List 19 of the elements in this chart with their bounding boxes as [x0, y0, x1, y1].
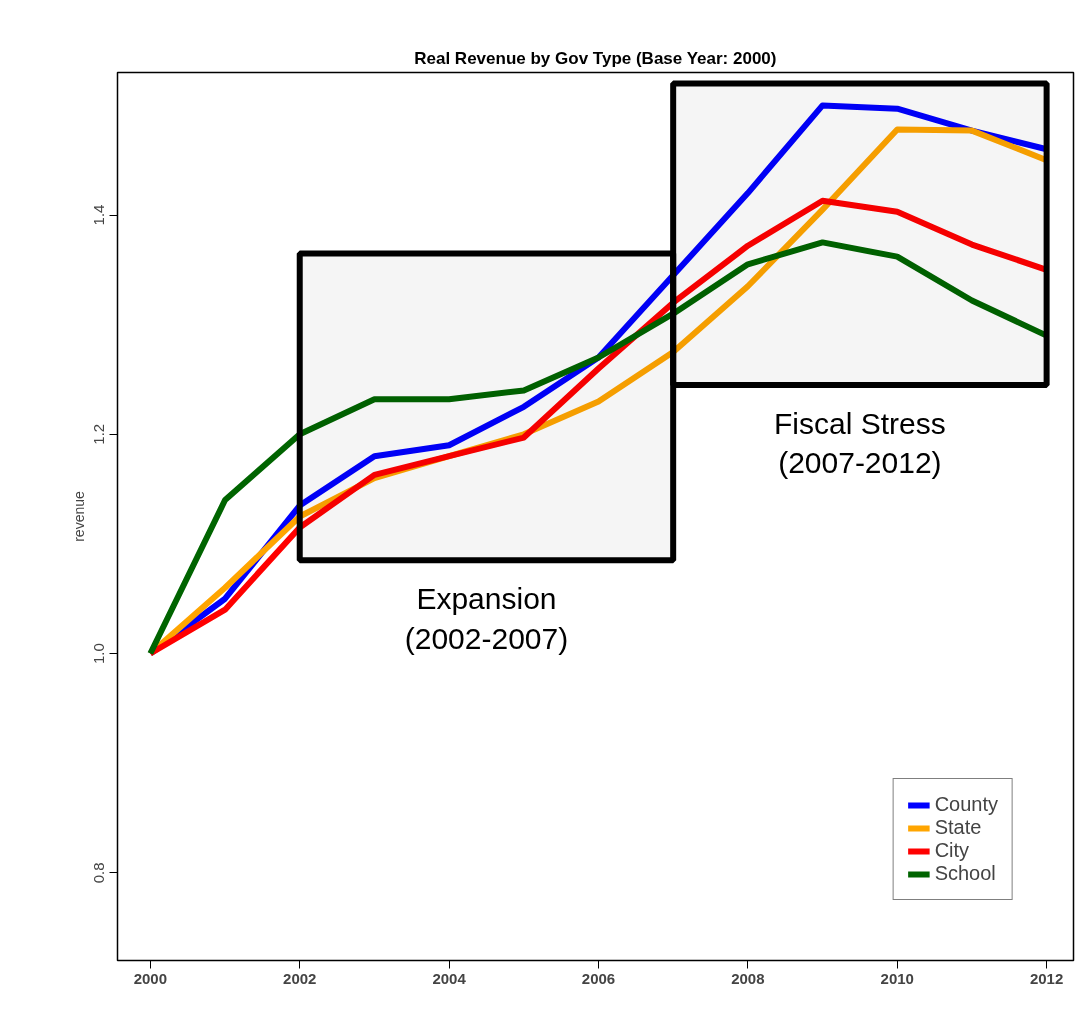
- band-label: Expansion (2002-2007): [404, 582, 569, 655]
- legend-label: School: [934, 862, 996, 885]
- y-tick-label: 0.8: [90, 862, 108, 884]
- x-tick-label: 2012: [1029, 969, 1064, 987]
- y-tick-label: 1.2: [90, 423, 108, 445]
- x-tick-label: 2004: [432, 969, 467, 987]
- chart-title: Real Revenue by Gov Type (Base Year: 2000): [414, 48, 777, 68]
- legend-label: City: [934, 839, 970, 862]
- x-tick-label: 2000: [133, 969, 168, 987]
- y-tick-label: 1.4: [90, 204, 108, 226]
- x-tick-label: 2008: [731, 969, 765, 987]
- legend-label: State: [934, 816, 982, 839]
- x-tick-label: 2006: [581, 969, 616, 987]
- band-label: Fiscal Stress (2007-2012): [774, 406, 946, 480]
- x-tick-label: 2010: [880, 969, 914, 987]
- legend-label: County: [934, 793, 998, 816]
- y-tick-label: 1.0: [90, 643, 108, 664]
- x-tick-label: 2002: [283, 969, 317, 987]
- y-axis-title: revenue: [70, 490, 87, 542]
